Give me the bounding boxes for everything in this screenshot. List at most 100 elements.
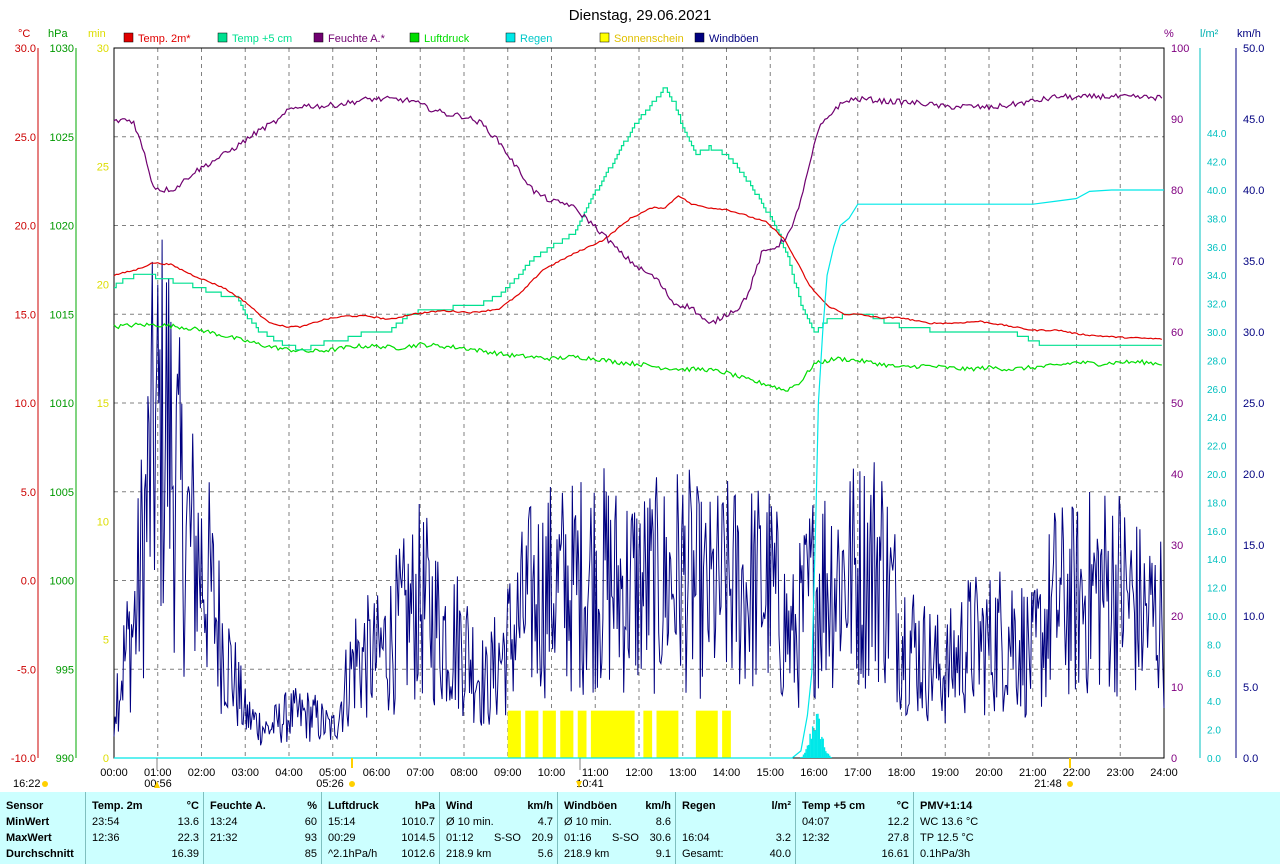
sunshine-bar — [577, 710, 587, 758]
tick-wind: 35.0 — [1243, 256, 1264, 268]
axis-title-rain: l/m² — [1200, 28, 1219, 40]
tick-temp: -5.0 — [17, 664, 36, 676]
series-temp2m — [113, 195, 1163, 340]
stats-pressure-min-time: 15:14 — [328, 816, 356, 828]
tick-sun: 10 — [97, 516, 109, 528]
stats-temp2m-avg: 16.39 — [171, 848, 199, 860]
stats-pmv-column: PMV+1:14 WC 13.6 °C TP 12.5 °C 0.1hPa/3h — [914, 792, 1280, 864]
stats-humidity-header: Feuchte A. — [210, 800, 266, 812]
legend-label-gusts: Windböen — [709, 33, 759, 45]
tick-time: 11:00 — [582, 767, 609, 779]
statistics-panel: Sensor MinWert MaxWert Durchschnitt Temp… — [0, 792, 1280, 864]
tick-sun: 30 — [97, 43, 109, 55]
stats-wind-avg-label: Ø 10 min. — [446, 816, 494, 828]
stats-gusts-column: Windböen km/h Ø 10 min. 8.6 01:16 S-SO 30.6 … — [558, 792, 676, 864]
tick-rain: 14.0 — [1207, 555, 1227, 566]
tick-wind: 0.0 — [1243, 753, 1258, 765]
tick-sun: 25 — [97, 161, 109, 173]
stats-humidity-min-time: 13:24 — [210, 816, 238, 828]
stats-temp2m-min: 13.6 — [177, 816, 199, 828]
temp-max-marker-icon — [154, 781, 160, 788]
tick-wind: 5.0 — [1243, 682, 1258, 694]
stats-sensor-header: Sensor — [6, 800, 44, 812]
series-pressure — [113, 322, 1162, 392]
stats-rain-unit: l/m² — [771, 800, 791, 812]
stats-temp5cm-column: Temp +5 cm °C 04:07 12.2 12:32 27.8 16.61 — [796, 792, 914, 864]
tick-wind: 10.0 — [1243, 611, 1264, 623]
sunshine-bar — [656, 710, 679, 758]
chart-grid — [113, 47, 1165, 759]
tick-humidity: 20 — [1171, 611, 1183, 623]
tick-time: 23:00 — [1106, 767, 1134, 779]
tick-humidity: 90 — [1171, 114, 1183, 126]
tick-temp: 30.0 — [15, 43, 36, 55]
axis-title-humidity: % — [1164, 28, 1174, 40]
stats-rain-total: 40.0 — [769, 848, 791, 860]
tick-time: 20:00 — [975, 767, 1003, 779]
chart-plot-area — [113, 87, 1165, 759]
stats-gusts-max-time: 01:16 — [564, 832, 592, 844]
tick-pressure: 1015 — [50, 309, 74, 321]
tick-pressure: 1005 — [50, 487, 74, 499]
tick-time: 12:00 — [625, 767, 653, 779]
tick-rain: 36.0 — [1207, 243, 1227, 254]
tick-time: 02:00 — [188, 767, 216, 779]
stats-temp5cm-header: Temp +5 cm — [802, 800, 866, 812]
tick-rain: 16.0 — [1207, 527, 1227, 538]
marker-sun: 05:26 — [316, 778, 344, 790]
tick-time: 08:00 — [450, 767, 478, 779]
axis-title-pressure: hPa — [48, 28, 68, 40]
series-humidity — [113, 92, 1163, 325]
tick-humidity: 60 — [1171, 327, 1183, 339]
tick-time: 14:00 — [713, 767, 741, 779]
tick-time: 10:00 — [538, 767, 566, 779]
tick-time: 05:00 — [319, 767, 347, 779]
tick-time: 22:00 — [1063, 767, 1091, 779]
sunshine-bar — [722, 710, 731, 758]
legend-swatch-gusts — [694, 32, 705, 43]
stats-humidity-min: 60 — [304, 816, 317, 828]
tick-wind: 45.0 — [1243, 114, 1264, 126]
tick-humidity: 80 — [1171, 185, 1183, 197]
tick-time: 17:00 — [844, 767, 872, 779]
stats-rain-column: Regen l/m² 16:04 3.2 Gesamt: 40.0 — [676, 792, 796, 864]
tick-wind: 20.0 — [1243, 469, 1264, 481]
tick-time: 16:00 — [800, 767, 828, 779]
series-rain — [114, 189, 1164, 759]
tick-rain: 38.0 — [1207, 214, 1227, 225]
stats-humidity-column: Feuchte A.% 13:24 60 21:32 93 85 — [204, 792, 322, 864]
tick-pressure: 990 — [56, 753, 74, 765]
stats-wind-mean: 5.6 — [537, 848, 553, 860]
tick-rain: 40.0 — [1207, 186, 1227, 197]
stats-wind-column: Wind km/h Ø 10 min. 4.7 01:12 S-SO 20.9 218.… — [440, 792, 558, 864]
stats-temp5cm-min-time: 04:07 — [802, 816, 830, 828]
stats-gusts-mean: 9.1 — [655, 848, 671, 860]
legend-label-sunshine: Sonnenschein — [614, 33, 684, 45]
legend-label-temp2m: Temp. 2m* — [138, 33, 191, 45]
tick-time: 24:00 — [1150, 767, 1178, 779]
tick-wind: 50.0 — [1243, 43, 1264, 55]
tick-temp: 25.0 — [15, 132, 36, 144]
stats-gusts-unit: km/h — [645, 800, 671, 812]
tick-rain: 2.0 — [1207, 726, 1221, 737]
tick-rain: 44.0 — [1207, 129, 1227, 140]
stats-gusts-distance: 218.9 km — [564, 848, 610, 860]
tick-time: 06:00 — [363, 767, 391, 779]
stats-pressure-max: 1014.5 — [401, 832, 435, 844]
legend-label-pressure: Luftdruck — [424, 33, 470, 45]
chart-title: Dienstag, 29.06.2021 — [569, 7, 712, 24]
stats-pressure-trend: ^2.1hPa/h — [328, 848, 378, 860]
stats-wind-max: 20.9 — [531, 832, 553, 844]
tick-humidity: 100 — [1171, 43, 1189, 55]
tick-rain: 18.0 — [1207, 498, 1227, 509]
sunshine-bar — [560, 710, 574, 758]
stats-temp5cm-max: 27.8 — [887, 832, 909, 844]
chart-axes: °C hPa min% l/m² km/h 30.0 25.0 20.0 15.0 10.0 5.0… — [11, 28, 1265, 779]
tick-time: 09:00 — [494, 767, 522, 779]
axis-title-sun: min — [88, 28, 106, 40]
tick-rain: 24.0 — [1207, 413, 1227, 424]
axis-title-wind: km/h — [1237, 28, 1261, 40]
stats-wind-header: Wind — [446, 800, 473, 812]
stats-temp5cm-min: 12.2 — [887, 816, 909, 828]
stats-gusts-avg-label: Ø 10 min. — [564, 816, 612, 828]
